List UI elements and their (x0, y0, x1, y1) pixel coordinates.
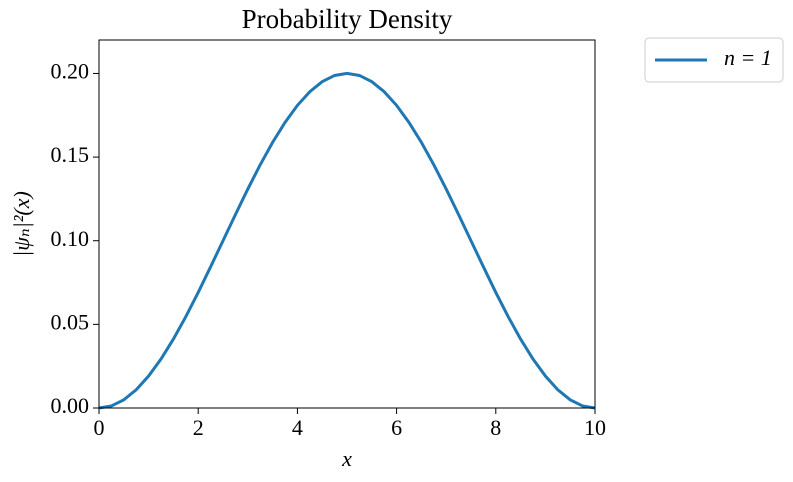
line-series (98, 71, 596, 410)
x-tick-label: 0 (94, 415, 105, 440)
plot-frame (98, 39, 596, 409)
legend-label: n = 1 (724, 45, 772, 70)
x-tick-label: 4 (292, 415, 303, 440)
x-tick-label: 6 (391, 415, 402, 440)
y-tick-label: 0.00 (51, 393, 90, 418)
x-tick-label: 10 (584, 415, 606, 440)
y-axis-label: |ψₙ|²(x) (9, 191, 34, 257)
x-tick-label: 8 (490, 415, 501, 440)
x-tick-label: 2 (193, 415, 204, 440)
y-tick-label: 0.15 (51, 142, 90, 167)
legend-box (644, 37, 784, 83)
y-tick-label: 0.20 (51, 59, 90, 84)
y-tick-label: 0.05 (51, 309, 90, 334)
chart-title: Probability Density (242, 4, 453, 34)
y-tick-label: 0.10 (51, 226, 90, 251)
x-axis-label: x (341, 446, 352, 471)
